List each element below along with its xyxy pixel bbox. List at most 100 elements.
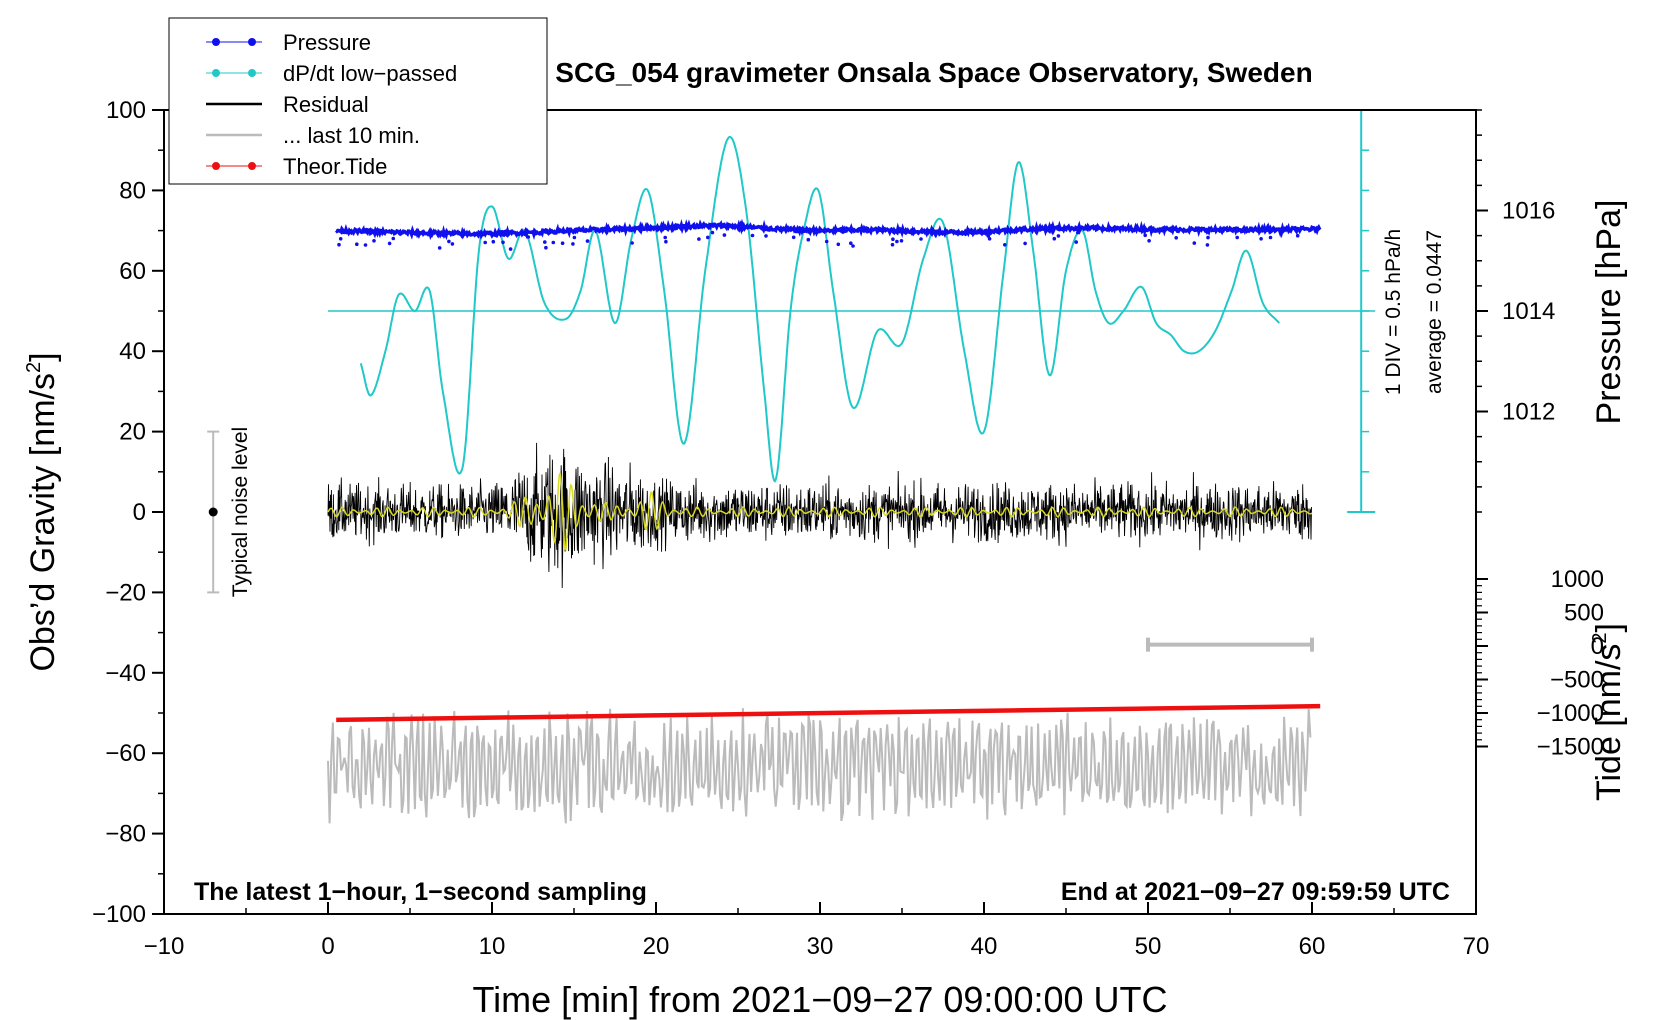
pressure-outlier-point	[1174, 236, 1178, 240]
legend-swatch-marker	[248, 162, 256, 170]
legend-label: Theor.Tide	[283, 154, 387, 179]
pressure-outlier-point	[391, 236, 396, 241]
pressure-outlier-point	[849, 241, 853, 245]
noise-level-label: Typical noise level	[229, 427, 252, 597]
series-pressure	[334, 218, 1322, 241]
y-tick-label: 0	[133, 499, 146, 526]
pressure-outlier-point	[890, 242, 895, 247]
y-tick-label: 80	[119, 177, 146, 204]
pressure-outlier-point	[663, 235, 667, 240]
x-tick-label: 40	[971, 933, 998, 960]
legend-swatch-marker	[248, 38, 256, 46]
pressure-outlier-point	[919, 237, 923, 241]
series-last-10-min	[327, 708, 1312, 824]
legend-box	[168, 17, 548, 185]
pressure-outlier-point	[571, 242, 575, 246]
y-axis-label-tide-sup: 2	[1589, 632, 1611, 643]
series-layer	[207, 109, 1376, 824]
pressure-outlier-point	[986, 234, 990, 238]
annotation-bottom-left: The latest 1−hour, 1−second sampling	[194, 878, 647, 906]
pressure-outlier-point	[987, 237, 992, 241]
annotation-bottom-right: End at 2021−09−27 09:59:59 UTC	[1061, 878, 1450, 906]
legend-label: dP/dt low−passed	[283, 61, 457, 86]
pressure-outlier-point	[806, 237, 811, 242]
pressure-outlier-point	[483, 240, 488, 245]
x-tick-label: 60	[1299, 933, 1326, 960]
legend-label: ... last 10 min.	[283, 123, 420, 148]
pressure-outlier-point	[372, 239, 376, 243]
dpdt-scale-avg-label: average = 0.0447	[1423, 230, 1446, 394]
axes-layer: −10 0 10 20 30 40 50 60 70100806040200−20−40−60−…	[92, 97, 1604, 960]
pressure-outlier-point	[338, 237, 343, 241]
pressure-outlier-point	[899, 239, 904, 243]
pressure-outlier-point	[836, 242, 841, 247]
x-tick-label: 20	[643, 933, 670, 960]
x-tick-label: −10	[144, 933, 185, 960]
pressure-outlier-point	[1206, 235, 1210, 240]
pressure-outlier-point	[585, 239, 590, 243]
pressure-tick-label: 1014	[1502, 298, 1555, 325]
legend-label: Pressure	[283, 30, 371, 55]
pressure-outlier-point	[508, 247, 513, 251]
pressure-outlier-point	[895, 239, 899, 244]
x-tick-label: 50	[1135, 933, 1162, 960]
dpdt-scale-div-label: 1 DIV = 0.5 hPa/h	[1382, 229, 1405, 395]
series-dpdt	[359, 135, 1280, 483]
pressure-outlier-point	[706, 235, 710, 240]
tide-tick-label: 1000	[1551, 566, 1604, 593]
pressure-outlier-point	[447, 239, 451, 244]
x-tick-label: 10	[479, 933, 506, 960]
pressure-outlier-point	[750, 233, 755, 238]
tide-tick-label: −1000	[1537, 700, 1604, 727]
legend: Pressure dP/dt low−passed Residual ... last…	[168, 17, 548, 185]
pressure-outlier-point	[387, 241, 392, 246]
series-residual-filtered	[327, 472, 1313, 552]
pressure-outlier-point	[543, 240, 547, 244]
pressure-outlier-point	[851, 244, 855, 248]
pressure-outlier-point	[697, 237, 701, 241]
x-tick-label: 70	[1463, 933, 1490, 960]
pressure-outlier-point	[664, 239, 668, 244]
y-tick-label: −100	[92, 901, 146, 928]
pressure-outlier-point	[1192, 241, 1197, 245]
legend-swatch-marker	[248, 69, 256, 77]
pressure-outlier-point	[1235, 235, 1239, 240]
pressure-outlier-point	[824, 239, 829, 244]
y-axis-label-gravity-sup: 2	[23, 362, 45, 373]
pressure-outlier-point	[764, 234, 768, 238]
y-axis-label-tide-text: Tide [nm/s	[1590, 644, 1628, 801]
y-tick-label: 20	[119, 419, 146, 446]
x-tick-label: 30	[807, 933, 834, 960]
pressure-outlier-point	[791, 235, 796, 240]
y-tick-label: 100	[106, 97, 146, 124]
pressure-outlier-point	[1003, 243, 1007, 247]
tide-tick-label: 0	[1591, 633, 1604, 660]
pressure-outlier-point	[1268, 235, 1273, 240]
y-tick-label: 40	[119, 338, 146, 365]
chart-title: SCG_054 gravimeter Onsala Space Observat…	[555, 57, 1312, 88]
y-tick-label: −60	[105, 740, 146, 767]
x-axis-label: Time [min] from 2021−09−27 09:00:00 UTC	[472, 979, 1167, 1020]
pressure-outlier-point	[1052, 236, 1057, 241]
pressure-outlier-point	[560, 241, 565, 245]
pressure-outlier-point	[1074, 240, 1078, 244]
pressure-outlier-point	[572, 235, 577, 240]
y-axis-label-gravity-close: ]	[24, 352, 62, 361]
pressure-outlier-point	[355, 242, 359, 246]
pressure-outlier-point	[1147, 239, 1151, 243]
pressure-outlier-point	[1205, 243, 1210, 247]
y-tick-label: −40	[105, 660, 146, 687]
y-axis-label-gravity: Obs’d Gravity [nm/s2]	[23, 352, 62, 671]
y-axis-label-pressure: Pressure [hPa]	[1590, 200, 1628, 425]
pressure-outlier-point	[363, 243, 368, 247]
y-tick-label: −20	[105, 579, 146, 606]
pressure-outlier-point	[437, 246, 442, 250]
pressure-tick-label: 1012	[1502, 399, 1555, 426]
pressure-outlier-point	[710, 230, 715, 235]
pressure-outlier-point	[526, 235, 531, 239]
pressure-outlier-point	[544, 245, 548, 250]
pressure-outlier-point	[1023, 241, 1027, 246]
y-tick-label: −80	[105, 821, 146, 848]
pressure-outlier-point	[1295, 233, 1300, 238]
legend-items: Pressure dP/dt low−passed Residual ... last…	[206, 30, 457, 179]
